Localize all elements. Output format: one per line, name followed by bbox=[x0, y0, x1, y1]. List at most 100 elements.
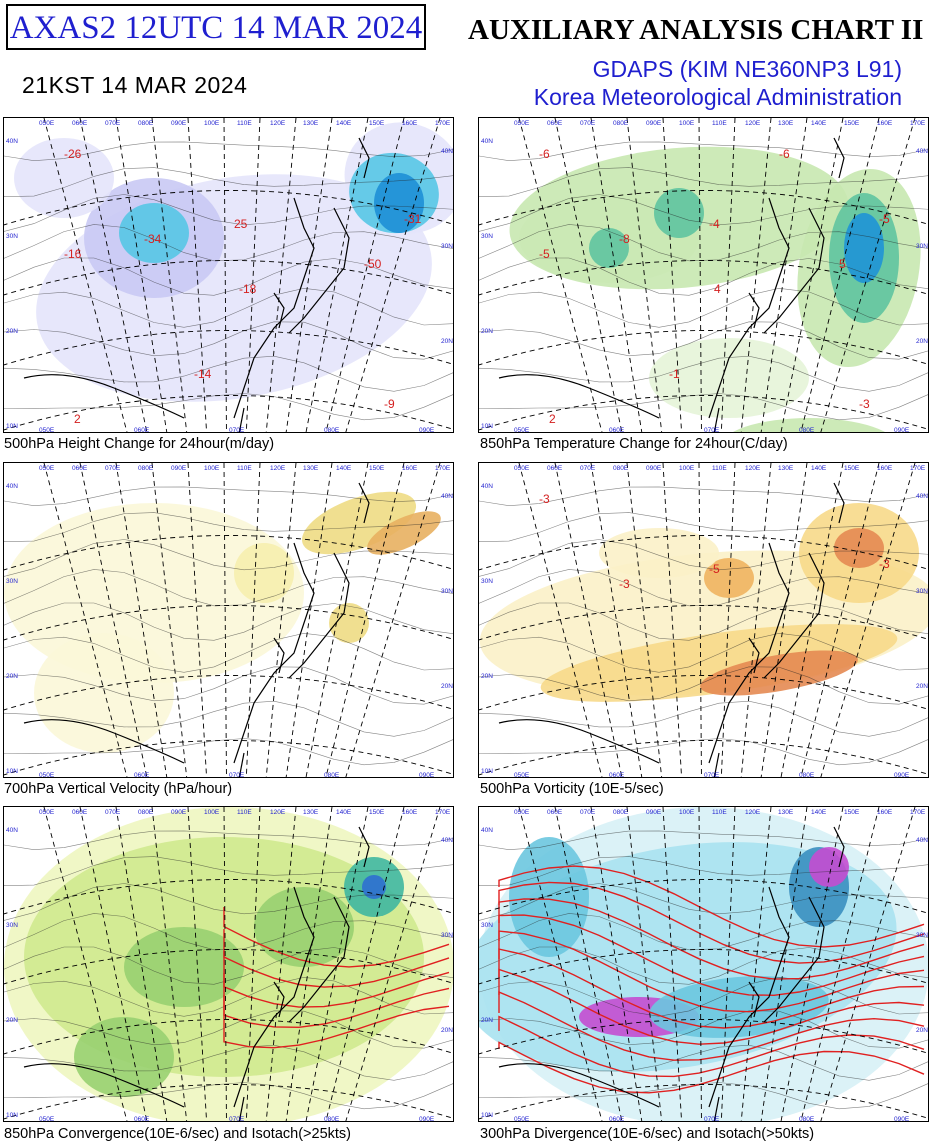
longitude-label: 160E bbox=[402, 809, 418, 816]
longitude-label: 100E bbox=[679, 465, 695, 472]
longitude-label: 140E bbox=[336, 465, 352, 472]
longitude-label: 110E bbox=[237, 465, 252, 472]
longitude-label: 160E bbox=[877, 465, 893, 472]
latitude-label: 40N bbox=[916, 493, 928, 500]
longitude-label: 090E bbox=[419, 427, 435, 433]
longitude-label: 050E bbox=[514, 772, 530, 778]
longitude-label: 110E bbox=[712, 120, 727, 127]
longitude-label: 050E bbox=[514, 1116, 530, 1122]
latitude-label: 30N bbox=[6, 233, 18, 240]
longitude-label: 100E bbox=[679, 809, 695, 816]
latitude-label: 30N bbox=[916, 932, 928, 939]
longitude-label: 100E bbox=[204, 120, 220, 127]
longitude-label: 050E bbox=[39, 120, 55, 127]
latitude-label: 20N bbox=[441, 338, 453, 345]
latitude-label: 40N bbox=[6, 827, 18, 834]
latitude-label: 20N bbox=[6, 673, 18, 680]
field-value-label: -3 bbox=[859, 397, 870, 411]
chart-title: AUXILIARY ANALYSIS CHART II bbox=[468, 14, 924, 46]
latitude-label: 30N bbox=[916, 243, 928, 250]
longitude-label: 070E bbox=[580, 809, 596, 816]
field-value-label: 4 bbox=[714, 282, 721, 296]
longitude-label: 070E bbox=[229, 427, 245, 433]
latitude-label: 40N bbox=[6, 138, 18, 145]
longitude-label: 080E bbox=[324, 1116, 340, 1122]
latitude-label: 20N bbox=[481, 1017, 493, 1024]
latitude-label: 20N bbox=[441, 683, 453, 690]
latitude-label: 10N bbox=[481, 1112, 493, 1119]
longitude-label: 130E bbox=[303, 120, 319, 127]
longitude-label: 120E bbox=[745, 120, 761, 127]
longitude-label: 050E bbox=[39, 809, 55, 816]
longitude-label: 060E bbox=[134, 772, 150, 778]
latitude-label: 10N bbox=[6, 768, 18, 775]
longitude-label: 140E bbox=[811, 465, 827, 472]
map-850hpa-convergence: 050E 060E 070E 080E 090E 100E 110E 120E 130E 140E… bbox=[4, 807, 453, 1122]
field-value-label: -34 bbox=[144, 232, 162, 246]
longitude-label: 050E bbox=[39, 1116, 55, 1122]
longitude-label: 070E bbox=[105, 465, 121, 472]
longitude-label: 050E bbox=[514, 120, 530, 127]
longitude-label: 060E bbox=[72, 465, 88, 472]
longitude-label: 060E bbox=[547, 809, 563, 816]
longitude-label: 070E bbox=[229, 772, 245, 778]
latitude-label: 20N bbox=[481, 328, 493, 335]
longitude-label: 060E bbox=[547, 120, 563, 127]
longitude-label: 090E bbox=[171, 465, 187, 472]
latitude-label: 30N bbox=[6, 578, 18, 585]
latitude-label: 40N bbox=[481, 483, 493, 490]
longitude-label: 140E bbox=[811, 809, 827, 816]
caption-850hpa-convergence: 850hPa Convergence(10E-6/sec) and Isotac… bbox=[4, 1126, 351, 1142]
longitude-label: 170E bbox=[435, 120, 451, 127]
valid-time: 21KST 14 MAR 2024 bbox=[22, 72, 248, 98]
longitude-label: 060E bbox=[134, 427, 150, 433]
latitude-label: 10N bbox=[481, 423, 493, 430]
longitude-label: 170E bbox=[910, 465, 926, 472]
longitude-label: 160E bbox=[402, 465, 418, 472]
longitude-label: 080E bbox=[138, 809, 154, 816]
longitude-label: 110E bbox=[712, 809, 727, 816]
longitude-label: 050E bbox=[39, 465, 55, 472]
longitude-label: 080E bbox=[613, 120, 629, 127]
longitude-label: 070E bbox=[704, 772, 720, 778]
field-value-label: 2 bbox=[549, 412, 556, 426]
longitude-label: 150E bbox=[369, 120, 385, 127]
field-value-label: -5 bbox=[539, 247, 550, 261]
caption-300hpa-divergence: 300hPa Divergence(10E-6/sec) and Isotach… bbox=[480, 1126, 815, 1142]
field-value-label: -6 bbox=[539, 147, 550, 161]
latitude-label: 20N bbox=[6, 328, 18, 335]
longitude-label: 070E bbox=[229, 1116, 245, 1122]
latitude-label: 20N bbox=[916, 338, 928, 345]
longitude-label: 060E bbox=[609, 1116, 625, 1122]
field-value-label: -4 bbox=[709, 217, 720, 231]
longitude-label: 170E bbox=[435, 809, 451, 816]
latitude-label: 30N bbox=[916, 588, 928, 595]
map-850hpa-temperature-change: 050E 060E 070E 080E 090E 100E 110E 120E 130E 140E… bbox=[479, 118, 928, 432]
longitude-label: 090E bbox=[646, 809, 662, 816]
longitude-label: 080E bbox=[799, 1116, 815, 1122]
panel-500hpa-vorticity: 050E 060E 070E 080E 090E 100E 110E 120E 130E 140E… bbox=[478, 462, 929, 778]
longitude-label: 170E bbox=[910, 120, 926, 127]
latitude-label: 40N bbox=[441, 148, 453, 155]
field-value-label: -14 bbox=[194, 367, 212, 381]
longitude-label: 090E bbox=[171, 120, 187, 127]
field-value-label: -8 bbox=[619, 232, 630, 246]
latitude-label: 30N bbox=[481, 922, 493, 929]
longitude-label: 060E bbox=[72, 120, 88, 127]
longitude-label: 070E bbox=[105, 120, 121, 127]
field-value-label: -5 bbox=[879, 212, 890, 226]
map-500hpa-vorticity: 050E 060E 070E 080E 090E 100E 110E 120E 130E 140E… bbox=[479, 463, 928, 778]
latitude-label: 30N bbox=[6, 922, 18, 929]
longitude-label: 150E bbox=[844, 465, 860, 472]
longitude-label: 090E bbox=[894, 772, 910, 778]
latitude-label: 10N bbox=[6, 1112, 18, 1119]
longitude-label: 150E bbox=[844, 809, 860, 816]
longitude-label: 150E bbox=[844, 120, 860, 127]
longitude-label: 090E bbox=[646, 465, 662, 472]
latitude-label: 20N bbox=[916, 683, 928, 690]
longitude-label: 090E bbox=[646, 120, 662, 127]
longitude-label: 130E bbox=[778, 809, 794, 816]
longitude-label: 120E bbox=[745, 465, 761, 472]
latitude-label: 30N bbox=[441, 588, 453, 595]
chart-code-box: AXAS2 12UTC 14 MAR 2024 bbox=[6, 4, 426, 50]
